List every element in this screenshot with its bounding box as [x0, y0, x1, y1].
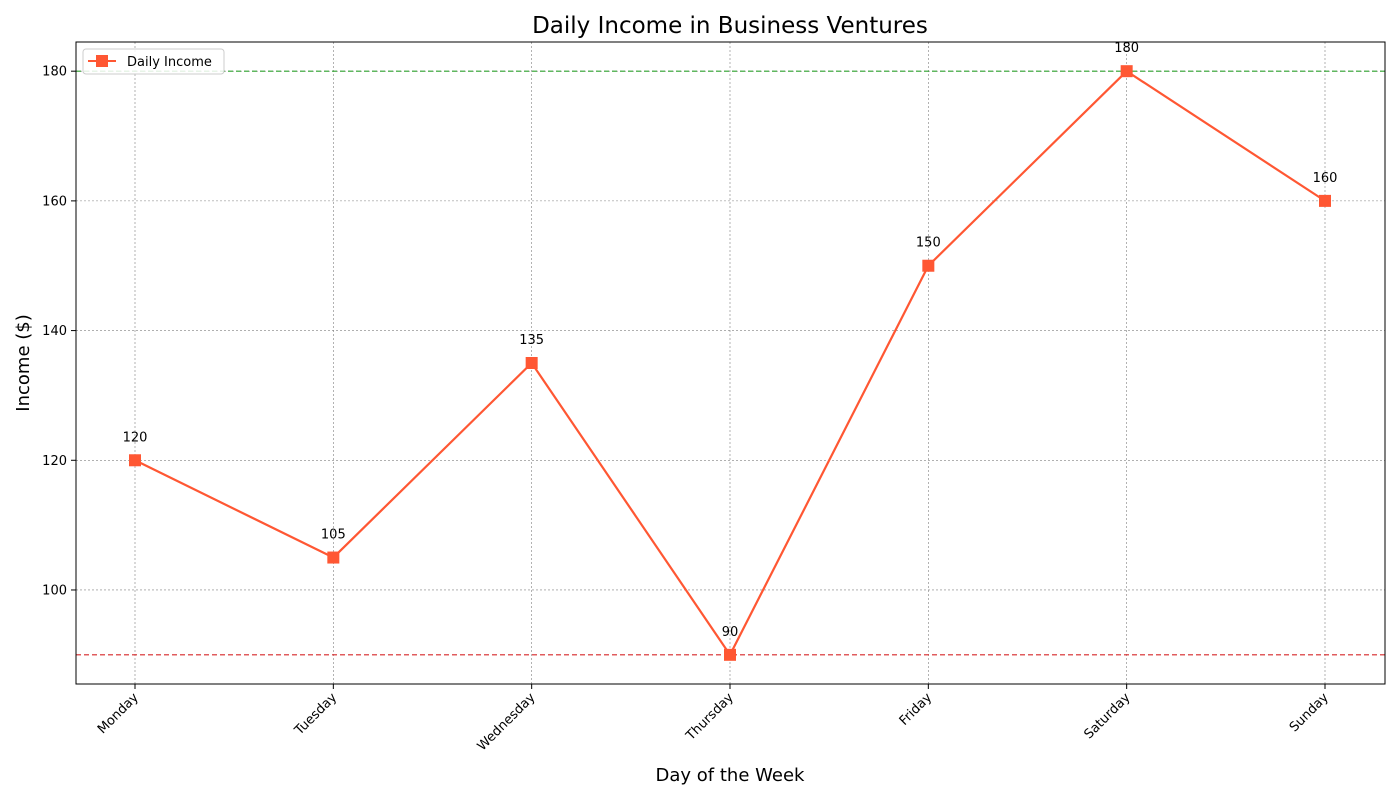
data-point-label: 90 — [722, 625, 739, 640]
x-tick-label: Friday — [897, 690, 936, 729]
y-tick-label: 120 — [42, 454, 67, 469]
x-tick-label: Thursday — [683, 690, 737, 744]
data-labels: 120 105 135 90 150 180 160 — [123, 41, 1338, 640]
y-tick-label: 100 — [42, 583, 67, 598]
x-axis-title: Day of the Week — [656, 765, 805, 786]
data-point-marker[interactable] — [1120, 65, 1133, 78]
data-point-label: 120 — [123, 430, 148, 445]
data-point-marker[interactable] — [525, 357, 538, 369]
data-point-marker[interactable] — [1319, 194, 1331, 207]
chart-title: Daily Income in Business Ventures — [532, 13, 928, 39]
x-tick-label: Monday — [95, 690, 142, 737]
data-point-marker[interactable] — [327, 551, 340, 564]
legend-label: Daily Income — [127, 55, 212, 70]
data-point-marker[interactable] — [922, 259, 935, 272]
data-point-label: 135 — [519, 333, 544, 348]
data-point-label: 180 — [1114, 41, 1139, 56]
legend-box — [82, 48, 225, 75]
y-tick-label: 160 — [42, 194, 67, 209]
x-tick-label: Sunday — [1287, 690, 1332, 735]
data-point-label: 105 — [321, 528, 346, 543]
y-axis-title: Income ($) — [13, 314, 34, 411]
grid — [76, 42, 1385, 684]
y-tick-label: 180 — [42, 65, 67, 80]
axes: Monday Tuesday Wednesday Thursday Friday Satu… — [42, 65, 1332, 754]
data-point-marker[interactable] — [724, 648, 736, 661]
legend-marker-swatch — [96, 55, 108, 67]
series — [129, 65, 1331, 661]
legend[interactable]: Daily Income — [82, 48, 225, 75]
data-point-label: 150 — [916, 236, 941, 251]
plot-frame — [75, 41, 1386, 685]
y-tick-label: 140 — [42, 324, 67, 339]
data-point-marker[interactable] — [129, 454, 141, 467]
x-tick-label: Saturday — [1081, 690, 1133, 742]
x-tick-label: Wednesday — [475, 690, 539, 754]
reference-lines — [76, 70, 1385, 656]
x-tick-label: Tuesday — [291, 690, 340, 739]
data-point-label: 160 — [1313, 171, 1338, 186]
